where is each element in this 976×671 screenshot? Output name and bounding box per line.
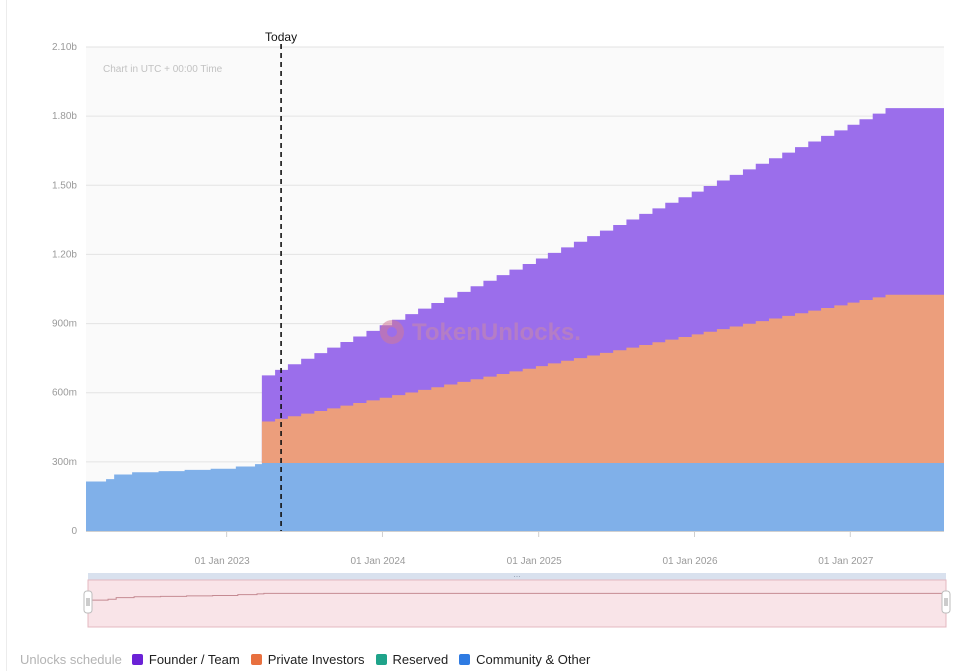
y-tick-label: 1.20b <box>52 249 77 260</box>
legend: Unlocks schedule Founder / Team Private … <box>20 649 601 669</box>
legend-item-founder-team[interactable]: Founder / Team <box>131 651 240 667</box>
y-tick-label: 300m <box>52 457 77 468</box>
y-tick-label: 1.80b <box>52 111 77 122</box>
legend-swatch <box>459 653 471 665</box>
navigator-scrollbar[interactable] <box>88 573 946 580</box>
navigator-window[interactable] <box>87 579 947 628</box>
y-tick-label: 0 <box>71 526 77 537</box>
today-label: Today <box>265 30 297 44</box>
area-series <box>86 108 944 531</box>
chart-subtitle: Chart in UTC + 00:00 Time <box>103 64 223 75</box>
legend-swatch <box>250 653 262 665</box>
x-tick-label: 01 Jan 2027 <box>818 556 873 567</box>
series-private-investors <box>261 294 944 464</box>
unlock-chart: 0 300m 600m 900m 1.20b 1.50b 1.80b 2.10b 01 Jan… <box>52 30 951 628</box>
legend-item-reserved[interactable]: Reserved <box>375 651 449 667</box>
legend-swatch <box>131 653 143 665</box>
range-navigator[interactable]: ⋯ <box>83 573 951 628</box>
y-tick-label: 600m <box>52 388 77 399</box>
x-tick-label: 01 Jan 2025 <box>507 556 562 567</box>
legend-label: Founder / Team <box>148 651 240 667</box>
y-axis: 0 300m 600m 900m 1.20b 1.50b 1.80b 2.10b <box>52 42 77 537</box>
watermark-logo-dot <box>387 327 397 337</box>
navigator-handle-left[interactable] <box>83 590 93 614</box>
y-tick-label: 2.10b <box>52 42 77 53</box>
legend-label: Reserved <box>392 651 449 667</box>
watermark-text: TokenUnlocks. <box>412 319 581 346</box>
x-tick-label: 01 Jan 2026 <box>662 556 717 567</box>
legend-item-community-other[interactable]: Community & Other <box>459 652 590 667</box>
x-tick-label: 01 Jan 2024 <box>350 556 405 567</box>
legend-title: Unlocks schedule <box>20 651 122 667</box>
legend-swatch <box>375 653 387 665</box>
x-axis: 01 Jan 2023 01 Jan 2024 01 Jan 2025 01 Jan … <box>86 531 944 567</box>
today-marker: Today <box>265 30 297 531</box>
y-tick-label: 1.50b <box>52 180 77 191</box>
navigator-scrollbar-grip-icon: ⋯ <box>514 574 521 581</box>
series-community-other <box>86 463 944 531</box>
y-tick-label: 900m <box>52 319 77 330</box>
legend-item-private-investors[interactable]: Private Investors <box>250 651 365 667</box>
left-divider <box>6 0 7 671</box>
legend-label: Private Investors <box>267 651 365 667</box>
navigator-handle-right[interactable] <box>941 590 951 614</box>
x-tick-label: 01 Jan 2023 <box>195 556 250 567</box>
legend-label: Community & Other <box>476 651 591 667</box>
navigator-series <box>88 592 946 601</box>
watermark: TokenUnlocks. <box>380 319 581 346</box>
